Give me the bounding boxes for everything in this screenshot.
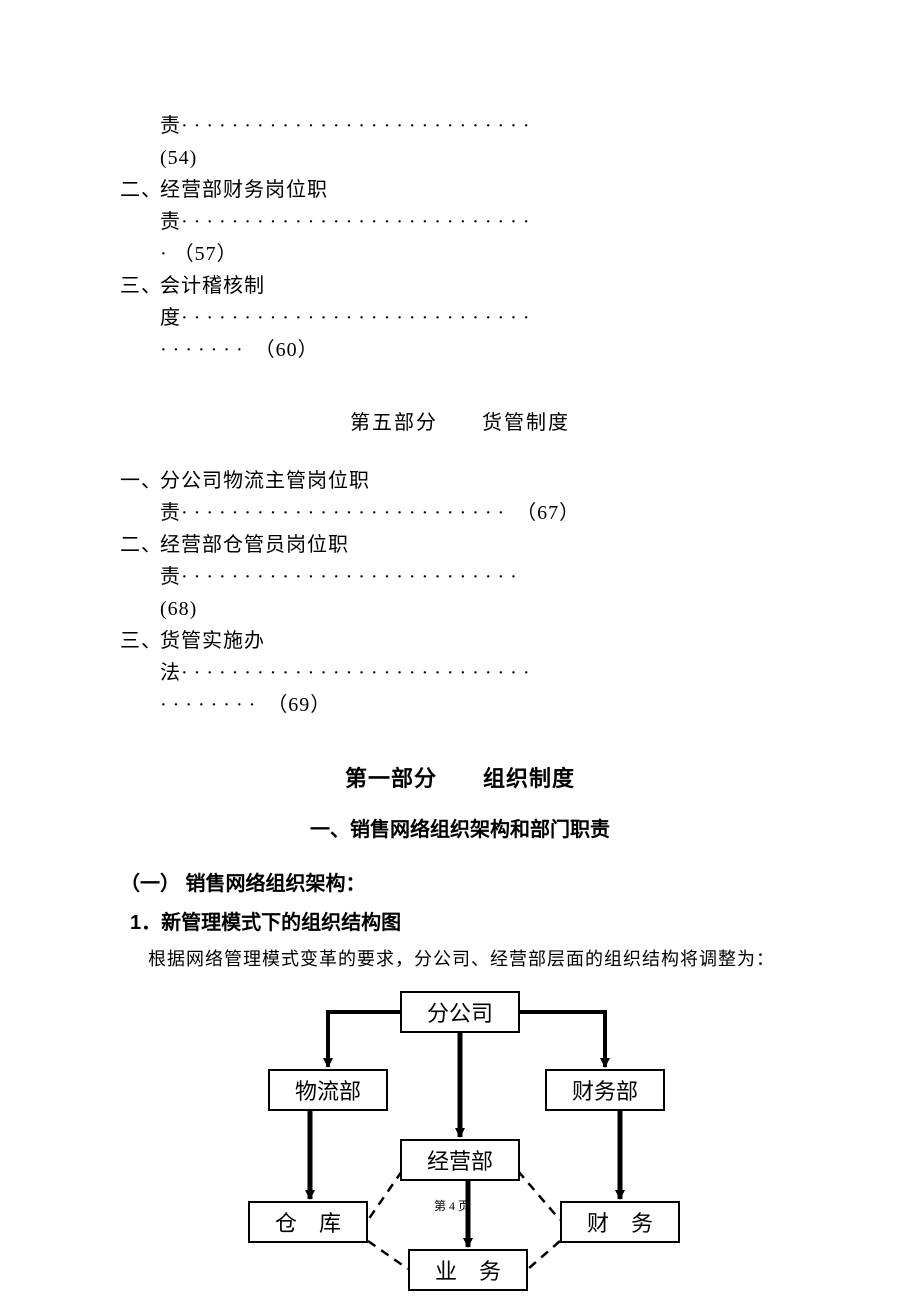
intro-text: 根据网络管理模式变革的要求，分公司、经营部层面的组织结构将调整为： [148,945,800,971]
heading-1: （一） 销售网络组织架构： [120,867,800,896]
toc-entry: 三、会计稽核制 度···························· ··… [120,270,800,366]
toc-dots: ···························· [181,211,535,233]
toc-entry: 二、经营部财务岗位职 责····························… [120,174,800,270]
node-right1: 财务部 [545,1069,665,1111]
toc-label: 经营部财务岗位职 [160,179,328,201]
part1-title: 第一部分 组织制度 [120,761,800,793]
toc-entry: 责···························· (54) [120,110,800,174]
node-top: 分公司 [400,991,520,1033]
toc-pageref: （67） [516,502,580,524]
part5-title: 第五部分 货管制度 [120,406,800,435]
toc-sub: 责 [160,566,181,588]
toc-dots: ···························· [181,307,535,329]
toc-pageref: （69） [267,694,331,716]
toc-number: 二、 [120,529,160,561]
toc-dots: ··························· [181,566,523,588]
toc-sub: 法 [160,662,181,684]
toc-entry: 一、分公司物流主管岗位职 责··························… [120,465,800,529]
part1-sub: 一、销售网络组织架构和部门职责 [120,813,800,842]
toc-label: 责 [160,115,181,137]
toc-dots: ···························· [181,662,535,684]
node-left2: 仓 库 [248,1201,368,1243]
org-chart: 分公司 物流部 财务部 经营部 仓 库 财 务 业 务 第 4 页 [190,991,730,1291]
toc-entry: 三、货管实施办 法···························· ··… [120,625,800,721]
toc-number: 一、 [120,465,160,497]
toc-label: 经营部仓管员岗位职 [160,534,349,556]
toc-sub: 责 [160,211,181,233]
toc-pageref: （60） [255,339,319,361]
toc-label: 货管实施办 [160,630,265,652]
toc-sub: 度 [160,307,181,329]
toc-entry: 二、经营部仓管员岗位职 责···························… [120,529,800,625]
toc-sub: 责 [160,502,181,524]
document-page: 责···························· (54) 二、经营部… [0,0,920,1291]
toc-dots: ···························· [181,115,535,137]
toc-label: 分公司物流主管岗位职 [160,470,370,492]
toc-pageref: (54) [160,147,197,169]
node-mid: 经营部 [400,1139,520,1181]
toc-number: 三、 [120,625,160,657]
toc-pageref: (68) [160,598,197,620]
toc-dots: ······· [160,339,249,361]
toc-number: 三、 [120,270,160,302]
node-bot: 业 务 [408,1249,528,1291]
heading-2: 1．新管理模式下的组织结构图 [130,906,800,935]
page-footer: 第 4 页 [434,1197,470,1214]
toc-dots: ·························· [181,502,510,524]
node-right2: 财 务 [560,1201,680,1243]
toc-label: 会计稽核制 [160,275,265,297]
node-left1: 物流部 [268,1069,388,1111]
toc-number: 二、 [120,174,160,206]
toc-dots: ········ [160,694,261,716]
toc-pageref: · （57） [160,243,238,265]
